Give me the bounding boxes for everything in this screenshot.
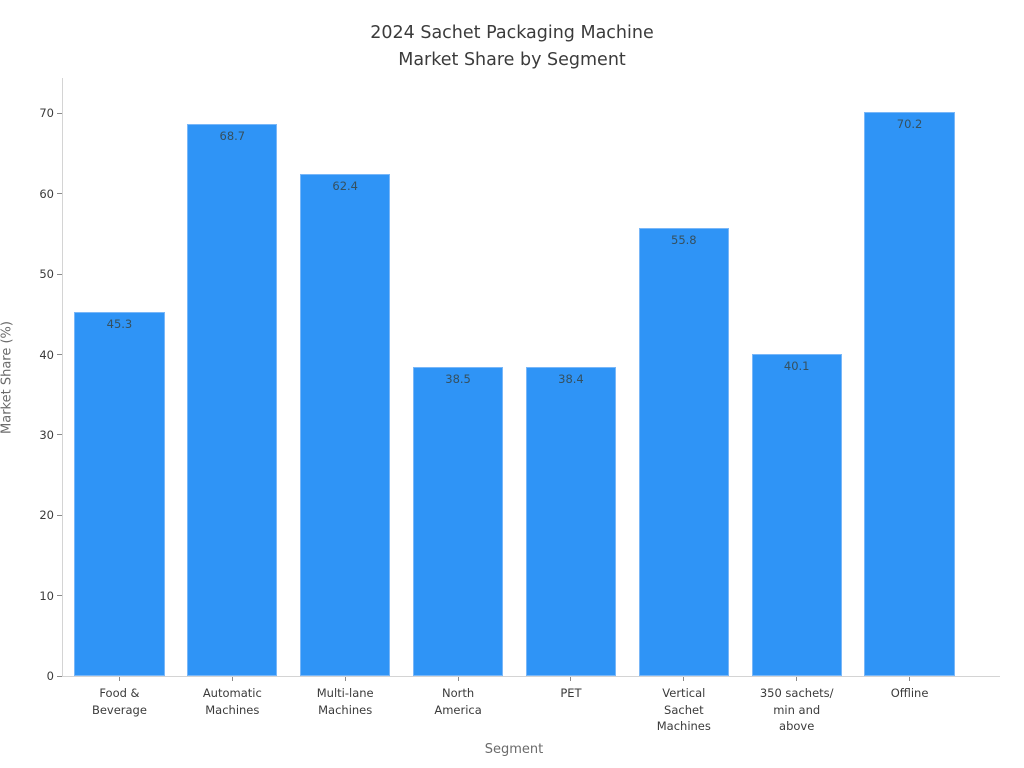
x-category-label: Offline (890, 686, 929, 700)
x-category-label: Automatic Machines (202, 686, 262, 717)
chart-title: 2024 Sachet Packaging Machine Market Sha… (370, 23, 654, 70)
y-tick-label: 0 (46, 669, 54, 683)
y-tick-label: 60 (39, 186, 54, 201)
bar-slot: 68.7 (176, 78, 289, 676)
bar: 68.7 (187, 123, 278, 676)
x-axis-labels: Food & Beverage Automatic Machines Multi-l… (63, 685, 966, 735)
y-axis-title: Market Share (%) (0, 321, 15, 434)
y-tick-mark (57, 434, 62, 436)
bar-value-label: 55.8 (671, 232, 697, 247)
x-tick-cell (402, 676, 515, 682)
x-tick-cell (289, 676, 402, 682)
bar: 38.5 (412, 366, 504, 676)
x-category-label: North America (434, 686, 482, 717)
bar: 38.4 (525, 367, 617, 676)
x-tick-mark (570, 676, 572, 681)
y-tick-label: 50 (39, 267, 54, 282)
x-tick-cell (627, 676, 740, 682)
bars-container: 45.3 68.7 62.4 38.5 38.4 55.8 40.1 70.2 (63, 78, 966, 676)
x-tick-mark (683, 676, 685, 681)
x-tick-cell (176, 676, 289, 682)
bar-value-label: 68.7 (219, 128, 246, 143)
y-tick-mark (57, 514, 62, 516)
bar-value-label: 70.2 (896, 116, 923, 131)
x-tick-mark (344, 676, 346, 681)
x-category-label: Vertical Sachet Machines (656, 686, 711, 733)
y-tick-label: 20 (39, 508, 54, 523)
x-axis-ticks (63, 676, 966, 682)
x-tick-mark (909, 676, 911, 681)
bar-slot: 38.4 (515, 78, 628, 676)
bar-slot: 70.2 (853, 78, 966, 676)
x-tick-mark (118, 676, 120, 681)
x-category-label: Multi-lane Machines (316, 686, 374, 717)
bar: 45.3 (74, 311, 165, 676)
y-tick-mark (57, 595, 62, 597)
x-tick-mark (231, 676, 233, 681)
y-tick-label: 10 (39, 588, 54, 603)
x-tick-cell (853, 676, 966, 682)
y-tick-mark (57, 112, 62, 114)
bar-slot: 40.1 (740, 78, 853, 676)
y-tick-label: 70 (39, 106, 54, 121)
bar-slot: 55.8 (627, 78, 740, 676)
bar-slot: 62.4 (289, 78, 402, 676)
x-tick-mark (457, 676, 459, 681)
x-category-label: 350 sachets/ min and above (759, 686, 834, 733)
bar-value-label: 45.3 (106, 316, 133, 331)
x-category-label: PET (560, 686, 582, 700)
bar-value-label: 40.1 (783, 358, 810, 373)
x-tick-cell (740, 676, 853, 682)
y-tick-label: 30 (39, 427, 54, 442)
y-tick-mark (57, 193, 62, 195)
x-axis-line (62, 676, 1000, 677)
bar: 62.4 (300, 174, 391, 676)
bar-value-label: 62.4 (332, 179, 358, 194)
x-category-label: Food & Beverage (91, 686, 147, 717)
y-tick-mark (57, 675, 62, 677)
bar: 70.2 (864, 111, 955, 676)
bar-value-label: 38.5 (445, 371, 471, 386)
bar-slot: 45.3 (63, 78, 176, 676)
y-tick-mark (57, 354, 62, 355)
plot-area: 45.3 68.7 62.4 38.5 38.4 55.8 40.1 70.2 0 10 20 30… (39, 78, 966, 733)
x-axis-title: Segment (484, 742, 544, 757)
x-tick-cell (515, 676, 628, 682)
y-tick-label: 40 (39, 347, 54, 362)
bar: 40.1 (751, 353, 842, 676)
x-tick-mark (796, 676, 798, 681)
bar-value-label: 38.4 (558, 372, 584, 387)
x-tick-cell (63, 676, 176, 682)
bar: 55.8 (638, 227, 729, 676)
bar-slot: 38.5 (402, 78, 515, 676)
y-tick-mark (57, 273, 62, 275)
